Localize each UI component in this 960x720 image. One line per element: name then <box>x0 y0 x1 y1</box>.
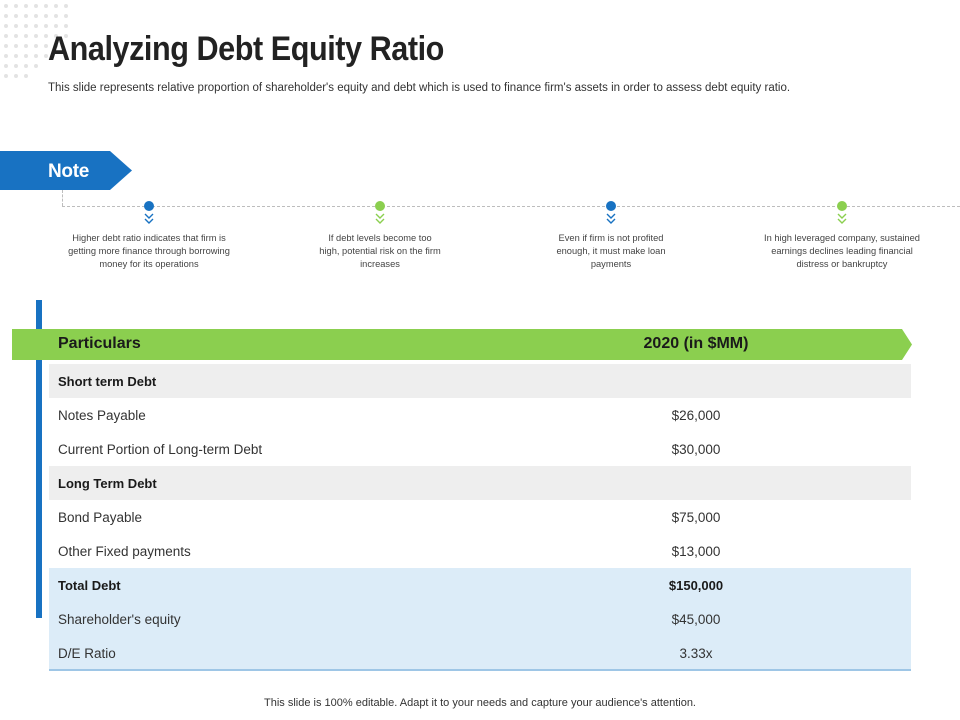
grid-dot <box>44 4 48 8</box>
note-text: Higher debt ratio indicates that firm is… <box>68 233 230 269</box>
grid-dot <box>34 64 38 68</box>
note-text: Even if firm is not profited enough, it … <box>556 233 666 269</box>
row-label: Long Term Debt <box>58 476 157 491</box>
page-subtitle: This slide represents relative proportio… <box>48 82 791 94</box>
timeline-dot <box>144 201 154 211</box>
timeline-connector <box>62 190 63 206</box>
double-chevron-down-icon <box>375 213 385 224</box>
page-title: Analyzing Debt Equity Ratio <box>48 30 444 68</box>
grid-dot <box>44 54 48 58</box>
grid-dot <box>14 64 18 68</box>
timeline-dot <box>837 201 847 211</box>
table-row: D/E Ratio 3.33x <box>49 636 911 670</box>
grid-dot <box>24 24 28 28</box>
grid-dot <box>24 44 28 48</box>
row-label: Shareholder's equity <box>58 612 181 627</box>
row-label: Bond Payable <box>58 510 143 525</box>
table-row-section: Short term Debt <box>49 364 911 398</box>
row-value: $75,000 <box>671 510 721 525</box>
row-label: Other Fixed payments <box>58 544 191 559</box>
double-chevron-down-icon <box>144 213 154 224</box>
row-value: $45,000 <box>671 612 721 627</box>
grid-dot <box>24 74 28 78</box>
table-row: Bond Payable $75,000 <box>49 500 911 534</box>
grid-dot <box>54 34 58 38</box>
table-row-total: Total Debt $150,000 <box>49 568 911 602</box>
grid-dot <box>4 64 8 68</box>
table-row: Current Portion of Long-term Debt $30,00… <box>49 432 911 466</box>
table-header-year: 2020 (in $MM) <box>643 335 749 352</box>
table-header <box>12 329 912 360</box>
grid-dot <box>64 14 68 18</box>
grid-dot <box>4 44 8 48</box>
grid-dot <box>64 4 68 8</box>
grid-dot <box>14 34 18 38</box>
grid-dot <box>34 24 38 28</box>
row-value: $30,000 <box>671 442 721 457</box>
footer-note: This slide is 100% editable. Adapt it to… <box>264 697 696 709</box>
grid-dot <box>14 74 18 78</box>
double-chevron-down-icon <box>606 213 616 224</box>
grid-dot <box>54 14 58 18</box>
row-label: Total Debt <box>58 578 121 593</box>
note-text: In high leveraged company, sustained ear… <box>764 233 920 269</box>
grid-dot <box>14 24 18 28</box>
grid-dot <box>44 34 48 38</box>
table-row-section: Long Term Debt <box>49 466 911 500</box>
note-tab <box>0 151 132 190</box>
decorative-dot-grid <box>4 4 76 84</box>
grid-dot <box>54 4 58 8</box>
grid-dot <box>34 4 38 8</box>
row-value: $26,000 <box>671 408 721 423</box>
grid-dot <box>34 44 38 48</box>
grid-dot <box>4 34 8 38</box>
grid-dot <box>24 34 28 38</box>
grid-dot <box>24 14 28 18</box>
grid-dot <box>24 54 28 58</box>
grid-dot <box>4 4 8 8</box>
table-bottom-border <box>49 669 911 671</box>
timeline-line <box>62 206 960 207</box>
grid-dot <box>4 74 8 78</box>
note-label: Note <box>48 161 90 182</box>
grid-dot <box>4 54 8 58</box>
row-value: $150,000 <box>668 578 724 593</box>
grid-dot <box>24 64 28 68</box>
grid-dot <box>44 14 48 18</box>
table-header-particulars: Particulars <box>58 335 141 352</box>
grid-dot <box>14 4 18 8</box>
grid-dot <box>14 54 18 58</box>
grid-dot <box>4 14 8 18</box>
double-chevron-down-icon <box>837 213 847 224</box>
grid-dot <box>44 24 48 28</box>
grid-dot <box>14 14 18 18</box>
row-label: Current Portion of Long-term Debt <box>58 442 263 457</box>
grid-dot <box>4 24 8 28</box>
table-row: Notes Payable $26,000 <box>49 398 911 432</box>
grid-dot <box>34 14 38 18</box>
table-row: Shareholder's equity $45,000 <box>49 602 911 636</box>
row-label: Short term Debt <box>58 374 157 389</box>
grid-dot <box>54 24 58 28</box>
grid-dot <box>34 34 38 38</box>
grid-dot <box>64 34 68 38</box>
grid-dot <box>54 44 58 48</box>
row-value: $13,000 <box>671 544 721 559</box>
timeline-dot <box>606 201 616 211</box>
table-row: Other Fixed payments $13,000 <box>49 534 911 568</box>
timeline-dot <box>375 201 385 211</box>
grid-dot <box>34 54 38 58</box>
row-label: Notes Payable <box>58 408 146 423</box>
table-accent-bar <box>36 300 42 618</box>
grid-dot <box>44 44 48 48</box>
row-value: 3.33x <box>679 646 713 661</box>
row-label: D/E Ratio <box>58 646 116 661</box>
grid-dot <box>24 4 28 8</box>
grid-dot <box>64 24 68 28</box>
grid-dot <box>14 44 18 48</box>
note-text: If debt levels become too high, potentia… <box>319 233 441 269</box>
